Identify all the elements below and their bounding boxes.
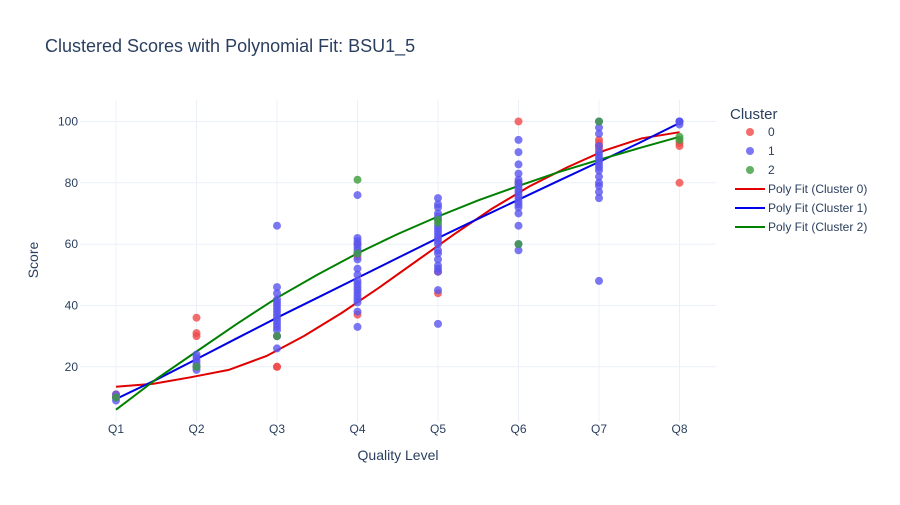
y-tick-label: 80	[65, 176, 79, 190]
point-cluster-2	[353, 175, 362, 184]
fit-layer	[115, 122, 680, 411]
legend-marker	[746, 147, 754, 155]
x-tick-label: Q1	[108, 422, 124, 436]
point-cluster-2	[675, 135, 684, 144]
point-cluster-1	[434, 319, 442, 328]
point-cluster-2	[273, 332, 281, 341]
point-cluster-0	[675, 178, 684, 187]
point-cluster-1	[514, 160, 523, 169]
chart-title: Clustered Scores with Polynomial Fit: BS…	[45, 36, 415, 57]
point-cluster-1	[595, 276, 603, 285]
y-tick-label: 20	[65, 360, 79, 374]
point-cluster-2	[353, 249, 362, 258]
point-cluster-1	[514, 169, 523, 178]
point-cluster-1	[514, 203, 523, 212]
point-cluster-1	[514, 209, 523, 218]
point-cluster-1	[595, 123, 603, 132]
point-cluster-1	[514, 148, 523, 157]
point-cluster-0	[514, 117, 523, 126]
point-cluster-1	[514, 246, 523, 255]
point-cluster-1	[273, 283, 281, 292]
x-tick-label: Q6	[510, 422, 526, 436]
point-cluster-1	[595, 181, 603, 190]
legend-item-label: 2	[768, 163, 775, 177]
legend-item: Poly Fit (Cluster 1)	[735, 201, 867, 215]
fit-line-cluster-0	[115, 131, 680, 388]
point-cluster-1	[434, 255, 442, 264]
legend-marker	[746, 166, 754, 174]
point-cluster-1	[273, 289, 281, 298]
legend-item-label: 0	[768, 125, 775, 139]
legend-item-label: Poly Fit (Cluster 1)	[768, 201, 867, 215]
point-cluster-1	[353, 270, 362, 279]
point-cluster-1	[353, 322, 362, 331]
point-cluster-1	[434, 194, 442, 203]
legend-marker	[746, 128, 754, 136]
point-cluster-1	[353, 307, 362, 316]
x-tick-label: Q3	[269, 422, 285, 436]
point-cluster-1	[273, 221, 281, 230]
point-cluster-0	[273, 362, 281, 371]
point-cluster-1	[434, 203, 442, 212]
point-cluster-1	[675, 120, 684, 129]
point-cluster-1	[434, 240, 442, 249]
point-cluster-1	[353, 191, 362, 200]
x-tick-label: Q4	[349, 422, 365, 436]
legend-item-label: Poly Fit (Cluster 2)	[768, 220, 867, 234]
point-cluster-2	[434, 218, 442, 227]
point-cluster-2	[112, 393, 120, 402]
legend-item: 2	[746, 163, 775, 177]
grid-layer	[80, 100, 716, 422]
point-layer	[112, 117, 684, 405]
point-cluster-1	[353, 298, 362, 307]
point-cluster-1	[353, 264, 362, 273]
point-cluster-2	[514, 240, 523, 249]
legend: Cluster 0 1 2 Poly Fit (Cluster 0) Poly Fit …	[730, 106, 867, 234]
legend-item: 1	[746, 144, 775, 158]
x-tick-label: Q2	[188, 422, 204, 436]
y-tick-label: 60	[65, 237, 79, 251]
legend-item: 0	[746, 125, 775, 139]
legend-item-label: 1	[768, 144, 775, 158]
point-cluster-1	[273, 326, 281, 334]
legend-title: Cluster	[730, 106, 778, 123]
point-cluster-2	[595, 117, 603, 126]
point-cluster-1	[434, 249, 442, 258]
point-cluster-1	[192, 350, 201, 359]
point-cluster-1	[434, 286, 442, 295]
legend-item: Poly Fit (Cluster 2)	[735, 220, 867, 234]
fit-line-cluster-2	[115, 135, 680, 411]
point-cluster-1	[595, 142, 603, 150]
x-axis-label: Quality Level	[358, 447, 439, 463]
point-cluster-1	[595, 194, 603, 203]
point-cluster-1	[353, 255, 362, 264]
point-cluster-1	[595, 172, 603, 181]
legend-item: Poly Fit (Cluster 0)	[735, 182, 867, 196]
point-cluster-0	[192, 313, 201, 322]
fit-line-cluster-1	[115, 122, 680, 400]
point-cluster-1	[595, 188, 603, 196]
point-cluster-1	[595, 129, 603, 138]
point-cluster-1	[514, 221, 523, 230]
point-cluster-1	[273, 344, 281, 353]
point-cluster-2	[192, 362, 201, 371]
x-tick-label: Q5	[430, 422, 446, 436]
y-tick-label: 100	[58, 114, 78, 128]
point-cluster-1	[514, 135, 523, 144]
point-cluster-1	[434, 267, 442, 276]
y-tick-label: 40	[65, 298, 79, 312]
legend-item-label: Poly Fit (Cluster 0)	[768, 182, 867, 196]
tick-layer: Q1 Q2 Q3 Q4 Q5 Q6 Q7 Q8 20 40 60 80 100	[58, 114, 688, 436]
point-cluster-1	[595, 166, 603, 175]
x-tick-label: Q7	[591, 422, 607, 436]
point-cluster-0	[192, 332, 201, 341]
x-tick-label: Q8	[671, 422, 687, 436]
y-axis-label: Score	[25, 242, 41, 279]
